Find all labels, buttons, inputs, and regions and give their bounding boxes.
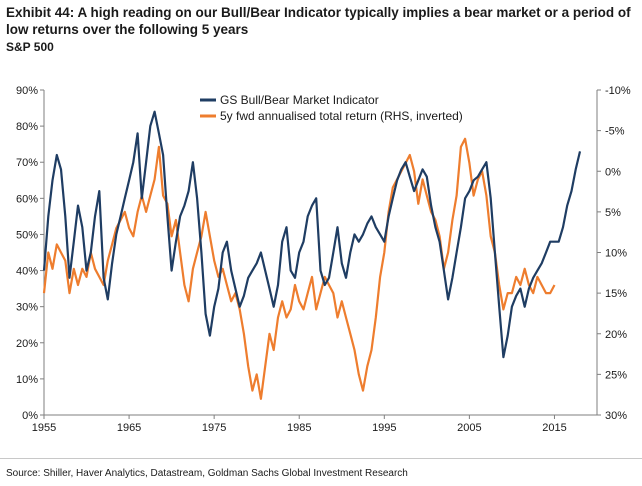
y-left-tick-label: 80%	[16, 121, 38, 133]
legend-label-fwd-return: 5y fwd annualised total return (RHS, inv…	[220, 109, 463, 123]
chart-subtitle: S&P 500	[6, 40, 54, 54]
chart-title: Exhibit 44: A high reading on our Bull/B…	[6, 5, 631, 37]
x-tick-label: 1965	[117, 422, 141, 434]
source-divider	[0, 458, 642, 459]
y-right-tick-label: 25%	[605, 369, 627, 381]
x-tick-label: 1955	[32, 422, 56, 434]
y-left-tick-label: 70%	[16, 157, 38, 169]
y-left-tick-label: 40%	[16, 266, 38, 278]
y-right-tick-label: 30%	[605, 410, 627, 422]
y-left-tick-label: 50%	[16, 229, 38, 241]
fwd-return-line	[42, 137, 556, 400]
x-tick-label: 1985	[287, 422, 311, 434]
y-left-tick-label: 90%	[16, 85, 38, 97]
bull-bear-indicator-line	[42, 110, 582, 359]
y-right-tick-label: 10%	[605, 248, 627, 260]
y-left-tick-label: 20%	[16, 338, 38, 350]
y-right-tick-label: 5%	[605, 207, 621, 219]
y-right-tick-label: 20%	[605, 329, 627, 341]
y-right-tick-label: 15%	[605, 288, 627, 300]
y-left-tick-label: 10%	[16, 374, 38, 386]
legend-label-bull-bear: GS Bull/Bear Market Indicator	[220, 93, 379, 107]
x-tick-label: 2005	[457, 422, 481, 434]
y-left-tick-label: 60%	[16, 193, 38, 205]
source-note: Source: Shiller, Haver Analytics, Datast…	[6, 468, 408, 479]
x-tick-label: 1975	[202, 422, 226, 434]
y-left-tick-label: 30%	[16, 302, 38, 314]
y-right-tick-label: -10%	[605, 85, 631, 97]
x-tick-label: 1995	[372, 422, 396, 434]
x-tick-label: 2015	[542, 422, 566, 434]
y-left-tick-label: 0%	[22, 410, 38, 422]
y-right-tick-label: -5%	[605, 126, 625, 138]
y-right-tick-label: 0%	[605, 166, 621, 178]
